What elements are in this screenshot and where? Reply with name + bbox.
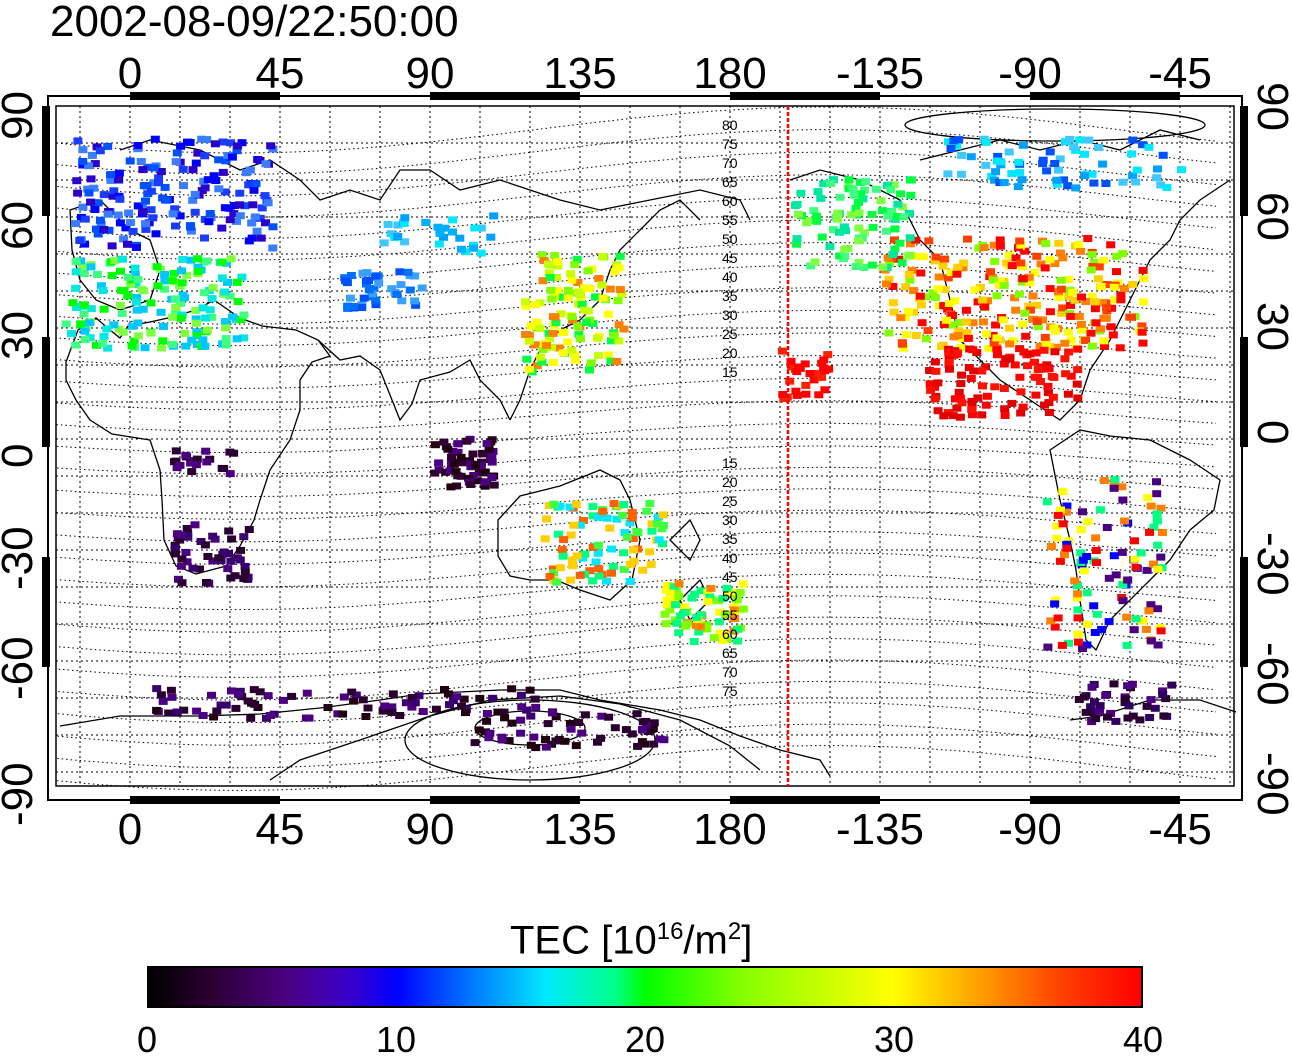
bottom-longitude-label: -45 (1148, 805, 1212, 854)
maglat-label: 35 (722, 531, 738, 547)
maglat-label: 40 (722, 269, 738, 285)
bottom-longitude-label: 45 (255, 805, 305, 854)
maglat-label: 70 (722, 155, 738, 171)
left-latitude-label: -60 (0, 636, 42, 700)
maglat-label: 20 (722, 474, 738, 490)
maglat-label: 60 (722, 193, 738, 209)
top-longitude-label: 0 (117, 49, 143, 98)
maglat-label: 15 (722, 364, 738, 380)
map-timestamp: 2002-08-09/22:50:00 (50, 0, 459, 46)
colorbar-tick-label: 20 (624, 1019, 666, 1060)
maglat-label: 55 (722, 212, 738, 228)
maglat-label: 70 (722, 664, 738, 680)
colorbar-title: TEC [1016/m2] (510, 918, 753, 963)
left-latitude-label: 90 (0, 91, 42, 140)
map-frame (42, 92, 1248, 804)
left-latitude-label: 0 (0, 444, 42, 468)
right-latitude-label: -60 (1248, 642, 1292, 706)
colorbar-tick-label: 0 (136, 1019, 158, 1060)
maglat-label: 55 (722, 607, 738, 623)
maglat-label: 80 (722, 117, 738, 133)
maglat-label: 50 (722, 231, 738, 247)
top-longitude-label: -45 (1148, 49, 1212, 98)
right-latitude-label: 30 (1248, 302, 1292, 351)
top-longitude-label: 180 (693, 49, 767, 98)
right-latitude-label: 60 (1248, 192, 1292, 241)
tec-colorbar (147, 966, 1143, 1008)
top-longitude-label: 90 (405, 49, 455, 98)
bottom-longitude-label: 135 (543, 805, 617, 854)
bottom-longitude-label: 180 (693, 805, 767, 854)
colorbar-tick-label: 30 (873, 1019, 915, 1060)
maglat-label: 65 (722, 645, 738, 661)
right-latitude-label: 90 (1248, 82, 1292, 131)
bottom-longitude-label: 90 (405, 805, 455, 854)
left-latitude-label: -90 (0, 762, 42, 826)
maglat-label: 45 (722, 250, 738, 266)
maglat-label: 25 (722, 493, 738, 509)
magnetic-latitude-labels: 80 75 70 65 60 55 50 45 40 35 30 25 20 15 15 20 25 30 35 40… (722, 117, 738, 699)
right-latitude-label: 0 (1248, 420, 1292, 444)
maglat-label: 30 (722, 307, 738, 323)
right-latitude-label: -90 (1248, 752, 1292, 816)
top-longitude-label: 135 (543, 49, 617, 98)
colorbar-tick-label: 40 (1122, 1019, 1164, 1060)
maglat-label: 25 (722, 326, 738, 342)
maglat-label: 50 (722, 588, 738, 604)
maglat-label: 75 (722, 683, 738, 699)
bottom-longitude-label: 0 (117, 805, 143, 854)
maglat-label: 35 (722, 288, 738, 304)
maglat-label: 75 (722, 136, 738, 152)
left-latitude-label: 30 (0, 311, 42, 360)
maglat-label: 40 (722, 550, 738, 566)
bottom-longitude-label: -90 (998, 805, 1062, 854)
top-longitude-label: -90 (998, 49, 1062, 98)
maglat-label: 15 (722, 455, 738, 471)
maglat-label: 65 (722, 174, 738, 190)
lat-lon-grid (56, 105, 1234, 786)
maglat-label: 20 (722, 345, 738, 361)
tec-data-patches (61, 135, 1186, 752)
left-latitude-label: 60 (0, 201, 42, 250)
maglat-label: 30 (722, 512, 738, 528)
maglat-label: 60 (722, 626, 738, 642)
left-latitude-label: -30 (0, 526, 42, 590)
maglat-label: 45 (722, 569, 738, 585)
top-longitude-label: -135 (835, 49, 925, 98)
top-longitude-label: 45 (255, 49, 305, 98)
right-latitude-label: -30 (1248, 532, 1292, 596)
colorbar-tick-label: 10 (375, 1019, 417, 1060)
bottom-longitude-label: -135 (835, 805, 925, 854)
